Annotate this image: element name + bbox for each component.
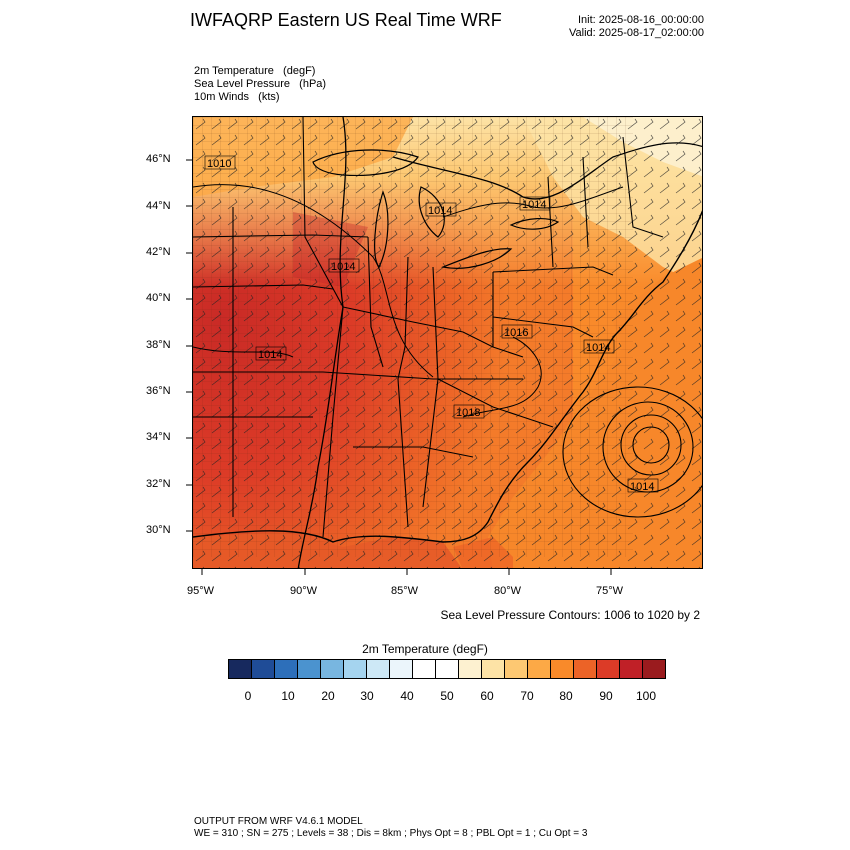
colorbar-swatch bbox=[436, 660, 459, 678]
wind-barbs bbox=[193, 117, 702, 568]
valid-time: Valid: 2025-08-17_02:00:00 bbox=[569, 27, 704, 39]
contour-label: 1014 bbox=[630, 481, 654, 493]
contour-label: 1010 bbox=[207, 158, 231, 170]
colorbar-label: 30 bbox=[360, 689, 374, 703]
colorbar-label: 20 bbox=[321, 689, 335, 703]
colorbar-label: 0 bbox=[244, 689, 252, 703]
colorbar-swatch bbox=[643, 660, 665, 678]
colorbar-swatch bbox=[229, 660, 252, 678]
lon-label-80: 80°W bbox=[494, 585, 522, 597]
footer-model: OUTPUT FROM WRF V4.6.1 MODEL bbox=[194, 816, 363, 827]
colorbar-swatch bbox=[390, 660, 413, 678]
field-list: 2m Temperature (degF) Sea Level Pressure… bbox=[194, 65, 326, 104]
contour-label: 1014 bbox=[586, 342, 610, 354]
colorbar-swatch bbox=[551, 660, 574, 678]
temperature-map[interactable]: 1010 1014 1014 1014 1014 1016 1018 1014 … bbox=[192, 116, 703, 569]
field-pressure: Sea Level Pressure (hPa) bbox=[194, 78, 327, 90]
contour-label: 1014 bbox=[428, 205, 452, 217]
lake-michigan bbox=[374, 190, 389, 269]
lat-label-46: 46°N bbox=[146, 153, 171, 165]
colorbar-swatch bbox=[482, 660, 505, 678]
colorbar-swatch bbox=[275, 660, 298, 678]
colorbar-label: 80 bbox=[559, 689, 573, 703]
contour-label: 1016 bbox=[504, 327, 528, 339]
lake-superior bbox=[312, 149, 419, 176]
contour-label: 1018 bbox=[456, 407, 480, 419]
lon-label-90: 90°W bbox=[290, 585, 318, 597]
colorbar bbox=[228, 659, 666, 679]
lat-label-34: 34°N bbox=[146, 431, 171, 443]
colorbar-label: 50 bbox=[440, 689, 454, 703]
colorbar-title: 2m Temperature (degF) bbox=[362, 642, 488, 656]
contour-label-group: 1010 1014 1014 1014 1014 1016 1018 1014 … bbox=[204, 155, 659, 493]
footer-config: WE = 310 ; SN = 275 ; Levels = 38 ; Dis … bbox=[194, 828, 588, 839]
lake-huron bbox=[418, 186, 445, 238]
colorbar-swatch bbox=[620, 660, 643, 678]
colorbar-swatch bbox=[344, 660, 367, 678]
mississippi-river bbox=[297, 117, 347, 568]
contour-note: Sea Level Pressure Contours: 1006 to 102… bbox=[440, 608, 701, 622]
lon-label-95: 95°W bbox=[187, 585, 215, 597]
contour-label: 1014 bbox=[522, 199, 546, 211]
colorbar-swatch bbox=[413, 660, 436, 678]
lat-label-42: 42°N bbox=[146, 246, 171, 258]
lake-ontario bbox=[509, 218, 560, 230]
map-title: IWFAQRP Eastern US Real Time WRF bbox=[190, 10, 502, 30]
colorbar-swatch bbox=[367, 660, 390, 678]
colorbar-swatch bbox=[252, 660, 275, 678]
colorbar-swatch bbox=[574, 660, 597, 678]
colorbar-label: 40 bbox=[400, 689, 414, 703]
lon-label-85: 85°W bbox=[391, 585, 419, 597]
init-valid-times: Init: 2025-08-16_00:00:00 Valid: 2025-08… bbox=[569, 14, 704, 40]
colorbar-swatch bbox=[298, 660, 321, 678]
contour-label: 1014 bbox=[258, 349, 282, 361]
lat-label-44: 44°N bbox=[146, 200, 171, 212]
colorbar-label: 70 bbox=[520, 689, 534, 703]
colorbar-label: 10 bbox=[281, 689, 295, 703]
colorbar-swatch bbox=[597, 660, 620, 678]
colorbar-swatch bbox=[459, 660, 482, 678]
map-canvas: 1010 1014 1014 1014 1014 1016 1018 1014 … bbox=[193, 117, 702, 568]
lat-label-36: 36°N bbox=[146, 385, 171, 397]
axis-ticks bbox=[186, 159, 612, 575]
colorbar-swatch bbox=[528, 660, 551, 678]
canada-border bbox=[392, 142, 702, 200]
lat-label-30: 30°N bbox=[146, 524, 171, 536]
lat-label-38: 38°N bbox=[146, 339, 171, 351]
lake-erie bbox=[440, 248, 513, 269]
lon-label-75: 75°W bbox=[596, 585, 624, 597]
lat-label-32: 32°N bbox=[146, 478, 171, 490]
footer: OUTPUT FROM WRF V4.6.1 MODEL WE = 310 ; … bbox=[194, 816, 587, 840]
contour-label: 1014 bbox=[331, 261, 355, 273]
lat-label-40: 40°N bbox=[146, 292, 171, 304]
init-time: Init: 2025-08-16_00:00:00 bbox=[578, 14, 704, 26]
coastline bbox=[193, 210, 702, 543]
colorbar-label: 60 bbox=[480, 689, 494, 703]
colorbar-swatch bbox=[505, 660, 528, 678]
colorbar-swatch bbox=[321, 660, 344, 678]
colorbar-label: 90 bbox=[599, 689, 613, 703]
field-temperature: 2m Temperature (degF) bbox=[194, 65, 316, 77]
colorbar-label: 100 bbox=[635, 689, 657, 703]
field-winds: 10m Winds (kts) bbox=[194, 91, 280, 103]
